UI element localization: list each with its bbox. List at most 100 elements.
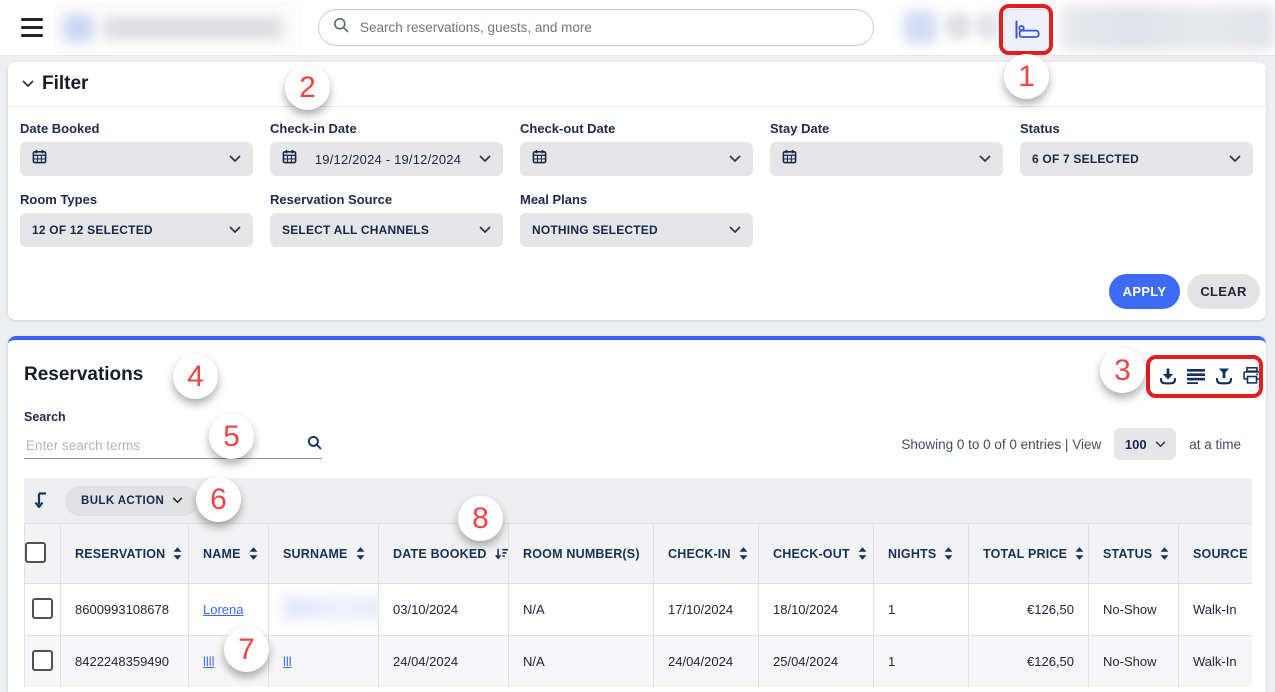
filter-value: 19/12/2024 - 19/12/2024 [314, 151, 462, 167]
chevron-down-icon [1229, 150, 1241, 168]
filter-label-meal-plans: Meal Plans [520, 192, 588, 207]
apply-button[interactable]: APPLY [1109, 274, 1180, 309]
sort-icon [1075, 547, 1084, 560]
hamburger-menu-icon[interactable] [21, 18, 43, 37]
cell-status: No-Show [1088, 583, 1179, 636]
col-check-in[interactable]: CHECK-IN [653, 523, 759, 584]
table-row: 8600993108678 Lorena 03/10/2024 N/A 17/1… [24, 583, 1252, 636]
select-all-checkbox[interactable] [25, 541, 46, 563]
table-header-row: RESERVATION NAME SURNAME DATE BOOKED ROO… [24, 523, 1252, 584]
guest-name-link[interactable]: llll [203, 654, 215, 669]
annotation-8: 8 [458, 496, 503, 541]
filter-label-status: Status [1020, 121, 1060, 136]
table-search-label: Search [24, 410, 66, 424]
annotation-5: 5 [209, 414, 254, 459]
col-label: CHECK-IN [668, 546, 731, 561]
filter-label-check-out-date: Check-out Date [520, 121, 616, 136]
filter-header[interactable]: Filter [8, 62, 1266, 107]
property-logo-redacted [55, 4, 300, 52]
global-search-input[interactable] [358, 19, 859, 36]
sort-icon [1160, 547, 1169, 560]
sort-icon [858, 547, 867, 560]
annotation-3: 3 [1100, 348, 1145, 393]
filter-label-room-types: Room Types [20, 192, 98, 207]
bed-icon [1014, 19, 1041, 45]
cell-date-booked: 03/10/2024 [378, 583, 509, 636]
redacted-surname [283, 596, 378, 620]
calendar-icon [782, 149, 797, 169]
filter-dropdown-check-in-date[interactable]: 19/12/2024 - 19/12/2024 [270, 142, 503, 176]
annotation-6: 6 [196, 477, 241, 522]
row-checkbox[interactable] [32, 649, 53, 671]
col-check-out[interactable]: CHECK-OUT [758, 523, 874, 584]
clear-button[interactable]: CLEAR [1187, 274, 1260, 309]
upload-icon[interactable] [1214, 366, 1233, 385]
filter-value: SELECT ALL CHANNELS [282, 223, 430, 237]
entries-info: Showing 0 to 0 of 0 entries | View 100 a… [901, 428, 1241, 460]
annotation-2: 2 [285, 65, 330, 110]
filter-dropdown-room-types[interactable]: 12 OF 12 SELECTED [20, 213, 253, 247]
filter-dropdown-meal-plans[interactable]: NOTHING SELECTED [520, 213, 753, 247]
col-room-numbers[interactable]: ROOM NUMBER(S) [508, 523, 654, 584]
annotation-1: 1 [1004, 54, 1049, 99]
sort-icon [173, 547, 182, 560]
select-all-cell [24, 523, 61, 584]
entries-suffix: at a time [1189, 436, 1241, 452]
list-columns-icon[interactable] [1186, 366, 1205, 385]
chevron-down-icon [729, 221, 741, 239]
sort-icon [249, 547, 258, 560]
chevron-down-icon [1155, 441, 1165, 447]
sort-icon [944, 547, 953, 560]
redacted-logo-mark [63, 14, 93, 42]
annotation-4: 4 [173, 354, 218, 399]
cell-date-booked: 24/04/2024 [378, 635, 509, 687]
filter-label-stay-date: Stay Date [770, 121, 830, 136]
search-icon [333, 17, 349, 38]
filter-dropdown-stay-date[interactable] [770, 142, 1003, 176]
filter-dropdown-check-out-date[interactable] [520, 142, 753, 176]
calendar-icon [32, 149, 47, 169]
cell-total-price: €126,50 [968, 583, 1089, 636]
sort-icon [739, 547, 748, 560]
table-search-input[interactable] [24, 436, 307, 454]
col-label: TOTAL PRICE [983, 546, 1068, 561]
filter-dropdown-date-booked[interactable] [20, 142, 253, 176]
cell-reservation: 8600993108678 [60, 583, 189, 636]
annotation-7: 7 [224, 627, 269, 672]
sort-order-icon[interactable] [34, 491, 49, 510]
col-total-price[interactable]: TOTAL PRICE [968, 523, 1089, 584]
filter-value: 6 OF 7 SELECTED [1032, 152, 1140, 166]
cell-reservation: 8422248359490 [60, 635, 189, 687]
filter-value: 12 OF 12 SELECTED [32, 223, 153, 237]
col-nights[interactable]: NIGHTS [873, 523, 969, 584]
bulk-action-button[interactable]: BULK ACTION [65, 485, 200, 516]
download-icon[interactable] [1158, 366, 1177, 385]
guest-name-link[interactable]: Lorena [203, 602, 244, 617]
global-search-bar[interactable] [318, 9, 874, 46]
row-checkbox[interactable] [32, 597, 53, 619]
reservations-bed-button[interactable] [1004, 9, 1051, 54]
col-surname[interactable]: SURNAME [268, 523, 379, 584]
page-size-select[interactable]: 100 [1114, 428, 1177, 460]
col-name[interactable]: NAME [188, 523, 269, 584]
redacted-topbar-group [1060, 5, 1275, 51]
filter-dropdown-reservation-source[interactable]: SELECT ALL CHANNELS [270, 213, 503, 247]
table-toolbar [1158, 366, 1261, 385]
col-reservation[interactable]: RESERVATION [60, 523, 189, 584]
filter-dropdown-status[interactable]: 6 OF 7 SELECTED [1020, 142, 1253, 176]
col-status[interactable]: STATUS [1088, 523, 1179, 584]
cell-check-in: 24/04/2024 [653, 635, 759, 687]
calendar-icon [532, 149, 547, 169]
guest-surname-link[interactable]: lll [283, 654, 292, 669]
reservations-table: RESERVATION NAME SURNAME DATE BOOKED ROO… [24, 523, 1252, 687]
col-label: SURNAME [283, 546, 348, 561]
col-source[interactable]: SOURCE [1178, 523, 1252, 584]
redacted-topbar-item [974, 12, 1002, 40]
cell-surname [268, 583, 379, 636]
col-label: SOURCE [1193, 546, 1248, 561]
chevron-down-icon [729, 150, 741, 168]
cell-name: Lorena [188, 583, 269, 636]
table-search-field[interactable] [24, 432, 322, 459]
filter-value: NOTHING SELECTED [532, 223, 658, 237]
